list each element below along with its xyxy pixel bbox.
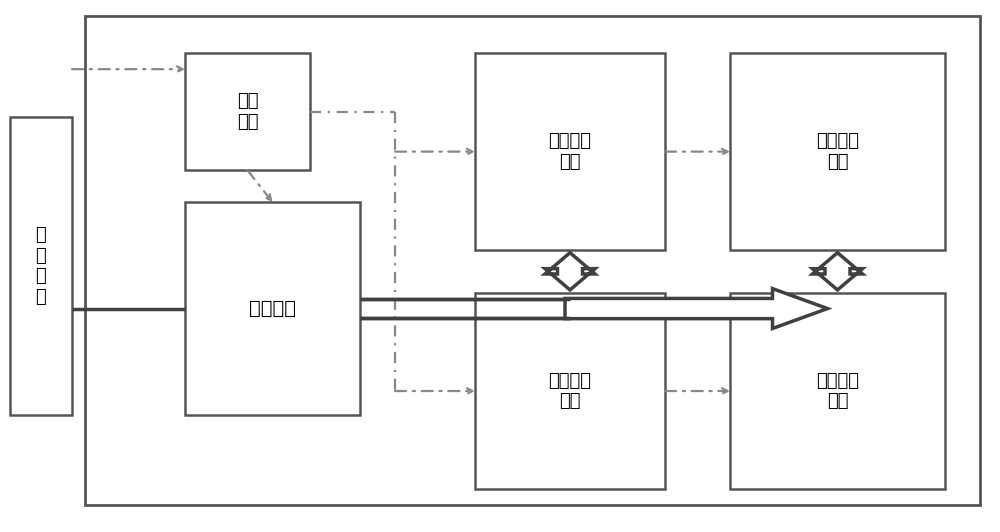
Text: 主控芯片: 主控芯片 (249, 299, 296, 318)
Text: 闪存颗粒
单元: 闪存颗粒 单元 (548, 132, 592, 171)
Bar (475, 53, 665, 250)
Text: 电源
单元: 电源 单元 (237, 93, 258, 131)
Bar (185, 202, 360, 415)
Bar (730, 53, 945, 250)
Polygon shape (812, 253, 862, 290)
Bar (475, 293, 665, 489)
Text: 闪存颗粒
单元: 闪存颗粒 单元 (816, 372, 859, 410)
Text: 数
据
接
口: 数 据 接 口 (36, 226, 46, 306)
Bar (730, 293, 945, 489)
Bar (85, 16, 980, 505)
Text: 闪存颗粒
单元: 闪存颗粒 单元 (816, 132, 859, 171)
Polygon shape (545, 253, 595, 290)
Bar (185, 53, 310, 170)
Bar (10, 117, 72, 415)
Polygon shape (565, 288, 828, 328)
Text: 闪存颗粒
单元: 闪存颗粒 单元 (548, 372, 592, 410)
